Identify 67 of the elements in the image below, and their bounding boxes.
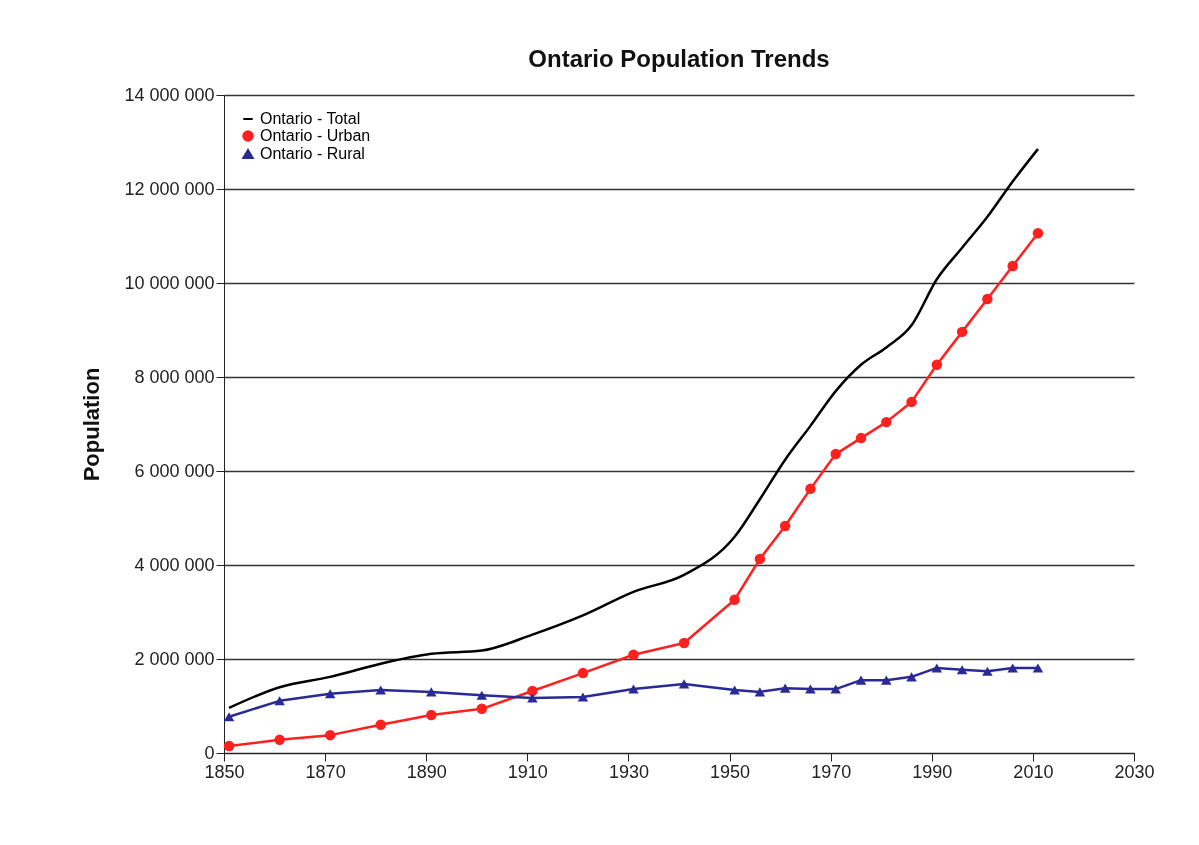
x-tick-label: 2030	[1114, 761, 1155, 782]
x-tick-label: 1870	[305, 761, 346, 782]
point	[375, 719, 386, 731]
point	[729, 685, 740, 695]
legend-label: Ontario - Total	[260, 110, 361, 127]
y-tick-label: 6 000 000	[134, 460, 215, 481]
point	[931, 359, 943, 371]
x-tick-label: 1990	[912, 761, 953, 782]
point	[527, 685, 538, 697]
point	[956, 326, 968, 338]
x-tick-label: 1850	[204, 761, 245, 782]
y-tick-label: 14 000 000	[124, 84, 215, 105]
legend-label: Ontario - Urban	[260, 127, 371, 144]
point	[1032, 663, 1044, 673]
x-tick-label: 1890	[406, 761, 447, 782]
point	[324, 729, 336, 741]
y-tick-label: 12 000 000	[124, 178, 215, 199]
point	[1032, 227, 1044, 239]
point	[476, 690, 488, 700]
point	[527, 693, 538, 703]
point	[982, 293, 993, 305]
x-tick-label: 1970	[811, 761, 852, 782]
y-axis-title: Population	[79, 367, 105, 482]
point	[678, 679, 690, 689]
chart-title: Ontario Population Trends	[528, 45, 830, 72]
point	[956, 665, 968, 675]
point	[754, 553, 766, 565]
legend-label: Ontario - Rural	[260, 145, 365, 162]
point	[426, 709, 437, 721]
point	[274, 696, 285, 706]
point	[830, 684, 841, 694]
point	[628, 684, 639, 694]
x-tick-label: 2010	[1013, 761, 1054, 782]
point	[1007, 260, 1018, 272]
x-tick-label: 1910	[507, 761, 548, 782]
point	[906, 672, 917, 682]
point	[476, 703, 488, 715]
y-tick-label: 2 000 000	[134, 648, 215, 669]
point	[830, 448, 841, 460]
point	[375, 685, 386, 695]
point	[628, 649, 639, 660]
y-tick-label: 4 000 000	[134, 554, 215, 575]
point	[779, 520, 791, 532]
y-tick-label: 0	[204, 742, 215, 763]
point	[805, 483, 816, 495]
y-tick-label: 8 000 000	[134, 366, 215, 387]
line-series	[227, 147, 1040, 710]
point	[577, 667, 589, 679]
x-tick-label: 1930	[608, 761, 649, 782]
y-tick-label: 10 000 000	[124, 272, 215, 293]
point	[223, 740, 235, 752]
point	[881, 675, 892, 685]
point	[223, 712, 235, 722]
point	[855, 432, 867, 444]
point	[729, 594, 740, 606]
point	[805, 684, 816, 694]
point	[274, 734, 285, 746]
point	[678, 637, 690, 649]
point	[982, 666, 993, 676]
x-tick-label: 1950	[710, 761, 751, 782]
point	[906, 396, 917, 408]
point	[881, 416, 892, 428]
point	[779, 683, 791, 693]
point	[754, 687, 766, 697]
point	[324, 689, 336, 699]
point	[855, 675, 867, 685]
point	[577, 692, 589, 702]
